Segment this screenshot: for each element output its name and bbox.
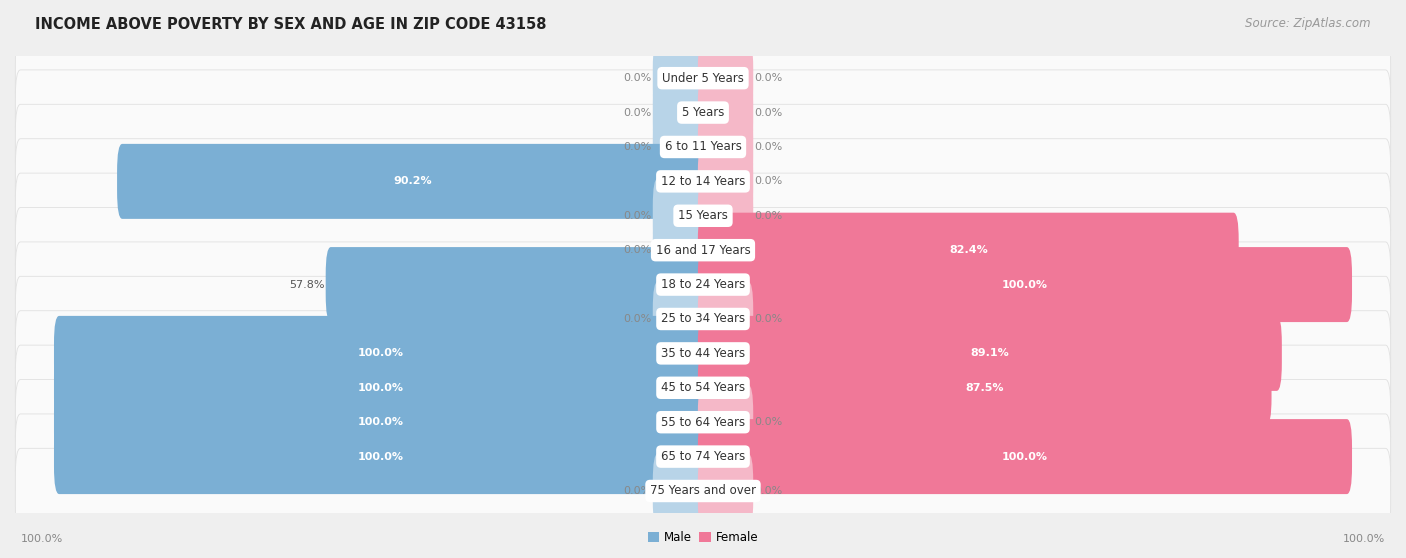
FancyBboxPatch shape xyxy=(15,70,1391,155)
Text: 0.0%: 0.0% xyxy=(623,245,651,255)
Text: 100.0%: 100.0% xyxy=(21,534,63,544)
FancyBboxPatch shape xyxy=(15,276,1391,362)
Text: 6 to 11 Years: 6 to 11 Years xyxy=(665,141,741,153)
Text: 35 to 44 Years: 35 to 44 Years xyxy=(661,347,745,360)
Text: 100.0%: 100.0% xyxy=(359,348,404,358)
Text: 87.5%: 87.5% xyxy=(966,383,1004,393)
FancyBboxPatch shape xyxy=(53,316,709,391)
FancyBboxPatch shape xyxy=(53,350,709,425)
FancyBboxPatch shape xyxy=(652,109,709,185)
FancyBboxPatch shape xyxy=(697,281,754,357)
FancyBboxPatch shape xyxy=(697,178,754,253)
FancyBboxPatch shape xyxy=(697,213,1239,288)
Text: 100.0%: 100.0% xyxy=(359,417,404,427)
Text: 55 to 64 Years: 55 to 64 Years xyxy=(661,416,745,429)
Text: 0.0%: 0.0% xyxy=(623,73,651,83)
Text: 0.0%: 0.0% xyxy=(755,176,783,186)
Text: 0.0%: 0.0% xyxy=(755,211,783,221)
Text: INCOME ABOVE POVERTY BY SEX AND AGE IN ZIP CODE 43158: INCOME ABOVE POVERTY BY SEX AND AGE IN Z… xyxy=(35,17,547,32)
FancyBboxPatch shape xyxy=(697,41,754,116)
Text: 0.0%: 0.0% xyxy=(755,486,783,496)
FancyBboxPatch shape xyxy=(652,41,709,116)
Text: 0.0%: 0.0% xyxy=(755,142,783,152)
FancyBboxPatch shape xyxy=(15,104,1391,190)
FancyBboxPatch shape xyxy=(15,242,1391,327)
FancyBboxPatch shape xyxy=(15,345,1391,430)
Text: 16 and 17 Years: 16 and 17 Years xyxy=(655,244,751,257)
Text: 0.0%: 0.0% xyxy=(755,314,783,324)
FancyBboxPatch shape xyxy=(652,281,709,357)
Text: 15 Years: 15 Years xyxy=(678,209,728,222)
Text: 0.0%: 0.0% xyxy=(755,417,783,427)
Text: 89.1%: 89.1% xyxy=(970,348,1010,358)
Text: 100.0%: 100.0% xyxy=(359,451,404,461)
FancyBboxPatch shape xyxy=(15,208,1391,293)
Text: 100.0%: 100.0% xyxy=(1002,451,1047,461)
FancyBboxPatch shape xyxy=(53,419,709,494)
Text: Under 5 Years: Under 5 Years xyxy=(662,71,744,85)
FancyBboxPatch shape xyxy=(697,144,754,219)
Text: 100.0%: 100.0% xyxy=(359,383,404,393)
FancyBboxPatch shape xyxy=(652,75,709,150)
FancyBboxPatch shape xyxy=(652,213,709,288)
Text: Source: ZipAtlas.com: Source: ZipAtlas.com xyxy=(1246,17,1371,30)
FancyBboxPatch shape xyxy=(15,414,1391,499)
Text: 12 to 14 Years: 12 to 14 Years xyxy=(661,175,745,188)
Text: 0.0%: 0.0% xyxy=(623,314,651,324)
FancyBboxPatch shape xyxy=(326,247,709,322)
Text: 0.0%: 0.0% xyxy=(623,211,651,221)
Text: 100.0%: 100.0% xyxy=(1002,280,1047,290)
FancyBboxPatch shape xyxy=(697,109,754,185)
Text: 0.0%: 0.0% xyxy=(755,73,783,83)
FancyBboxPatch shape xyxy=(15,36,1391,121)
FancyBboxPatch shape xyxy=(117,144,709,219)
FancyBboxPatch shape xyxy=(652,178,709,253)
FancyBboxPatch shape xyxy=(697,75,754,150)
Text: 5 Years: 5 Years xyxy=(682,106,724,119)
FancyBboxPatch shape xyxy=(697,350,1271,425)
Text: 25 to 34 Years: 25 to 34 Years xyxy=(661,312,745,325)
Text: 18 to 24 Years: 18 to 24 Years xyxy=(661,278,745,291)
Text: 0.0%: 0.0% xyxy=(623,486,651,496)
FancyBboxPatch shape xyxy=(15,311,1391,396)
FancyBboxPatch shape xyxy=(697,384,754,460)
Text: 65 to 74 Years: 65 to 74 Years xyxy=(661,450,745,463)
FancyBboxPatch shape xyxy=(53,384,709,460)
Text: 82.4%: 82.4% xyxy=(949,245,987,255)
Text: 0.0%: 0.0% xyxy=(623,108,651,118)
Text: 75 Years and over: 75 Years and over xyxy=(650,484,756,498)
FancyBboxPatch shape xyxy=(15,448,1391,533)
FancyBboxPatch shape xyxy=(697,454,754,528)
FancyBboxPatch shape xyxy=(15,379,1391,465)
FancyBboxPatch shape xyxy=(697,247,1353,322)
FancyBboxPatch shape xyxy=(15,139,1391,224)
Text: 90.2%: 90.2% xyxy=(394,176,432,186)
FancyBboxPatch shape xyxy=(697,419,1353,494)
Text: 45 to 54 Years: 45 to 54 Years xyxy=(661,381,745,395)
Text: 0.0%: 0.0% xyxy=(755,108,783,118)
FancyBboxPatch shape xyxy=(652,454,709,528)
Text: 57.8%: 57.8% xyxy=(288,280,325,290)
Legend: Male, Female: Male, Female xyxy=(643,526,763,549)
FancyBboxPatch shape xyxy=(697,316,1282,391)
FancyBboxPatch shape xyxy=(15,173,1391,258)
Text: 0.0%: 0.0% xyxy=(623,142,651,152)
Text: 100.0%: 100.0% xyxy=(1343,534,1385,544)
